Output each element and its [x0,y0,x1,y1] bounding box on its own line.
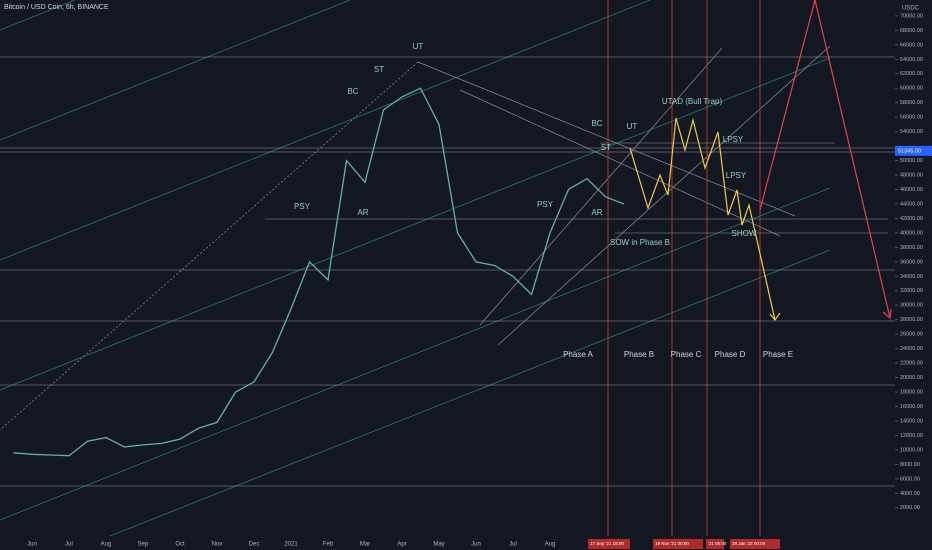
annotation: LPSY [726,171,747,180]
x-tick-label: Oct [175,542,185,548]
y-tick-label: 4000.00 [900,491,920,497]
x-tick-label: Sep [138,542,149,548]
x-tick-label: Apr [397,542,406,548]
price-tag-label: 51345.00 [898,148,921,154]
price-tag [895,145,932,156]
horizontal-levels [0,56,895,487]
y-tick-label: 50000.00 [900,158,923,164]
y-tick-label: 70000.00 [900,13,923,19]
annotation: SHOW [732,229,757,238]
x-tick-label: Mar [360,542,370,548]
annotation: ST [374,65,384,74]
y-tick-label: 62000.00 [900,71,923,77]
y-tick-label: 48000.00 [900,173,923,179]
y-tick-label: 22000.00 [900,361,923,367]
y-tick-label: 58000.00 [900,100,923,106]
annotation: SOW in Phase B [610,238,670,247]
annotation: AR [357,208,368,217]
y-tick-label: 18000.00 [900,390,923,396]
x-tick-label: Nov [212,542,223,548]
y-tick-label: 56000.00 [900,115,923,121]
phase-dividers [607,0,761,540]
x-tick-label: May [433,542,444,548]
y-tick-label: 30000.00 [900,303,923,309]
x-tick-label: Dec [249,542,260,548]
date-tag [706,539,724,549]
annotation: ST [601,143,611,152]
phase-label: Phase E [763,350,793,359]
y-tick-label: 60000.00 [900,86,923,92]
annotation: PSY [294,202,311,211]
yellow-projection [629,117,781,321]
annotation: UTAD (Bull Trap) [662,97,723,106]
plot [13,87,625,457]
chart-title: Bitcoin / USD Coin, 6h, BINANCE [4,4,109,11]
x-tick-label: Jul [65,542,73,548]
annotation: LPSY [723,135,744,144]
phase-label: Phase C [671,350,702,359]
y-tick-label: 8000.00 [900,462,920,468]
y-tick-label: 32000.00 [900,288,923,294]
phase-label: Phase B [624,350,654,359]
x-tick-label: Aug [101,542,112,548]
phase-label: Phase A [563,350,593,359]
phase-label: Phase D [715,350,746,359]
annotation: UT [413,42,424,51]
date-tag [730,539,780,549]
y-tick-label: 12000.00 [900,433,923,439]
y-tick-label: 20000.00 [900,375,923,381]
y-tick-label: 36000.00 [900,259,923,265]
date-tag-label: 28 Jan '22 00:00 [732,541,766,546]
red-projection [759,0,892,320]
currency-label: USDC [902,6,920,12]
date-tag-label: 19 Nov '21 00:00 [655,541,689,546]
x-tick-label: 2021 [284,542,298,548]
x-tick-label: Jun [471,542,481,548]
annotation: BC [591,119,602,128]
price-axis [895,0,932,550]
date-tag-label: 17 Sep '21 18:00 [590,541,624,546]
date-tag-label: '21 00:00 [708,541,727,546]
y-tick-label: 66000.00 [900,42,923,48]
y-tick-label: 54000.00 [900,129,923,135]
y-tick-label: 42000.00 [900,216,923,222]
annotation: BC [347,87,358,96]
y-tick-label: 64000.00 [900,57,923,63]
y-tick-label: 26000.00 [900,332,923,338]
date-tag [653,539,703,549]
y-tick-label: 6000.00 [900,476,920,482]
y-tick-label: 16000.00 [900,404,923,410]
y-tick-label: 28000.00 [900,317,923,323]
date-tag [588,539,630,549]
y-tick-label: 34000.00 [900,274,923,280]
channel-lines [0,0,831,541]
x-tick-label: Jun [27,542,37,548]
x-tick-label: Aug [545,542,556,548]
annotation: AR [591,208,602,217]
y-tick-label: 40000.00 [900,230,923,236]
y-tick-label: 10000.00 [900,447,923,453]
x-tick-label: Jul [509,542,517,548]
x-tick-label: Feb [323,542,334,548]
y-tick-label: 24000.00 [900,346,923,352]
y-tick-label: 46000.00 [900,187,923,193]
y-tick-label: 2000.00 [900,505,920,511]
y-tick-label: 44000.00 [900,201,923,207]
y-tick-label: 68000.00 [900,28,923,34]
price-line [13,87,625,457]
annotation: UT [627,122,638,131]
annotation: PSY [537,200,554,209]
y-tick-label: 38000.00 [900,245,923,251]
y-tick-label: 14000.00 [900,418,923,424]
wedge-lines [0,45,831,431]
